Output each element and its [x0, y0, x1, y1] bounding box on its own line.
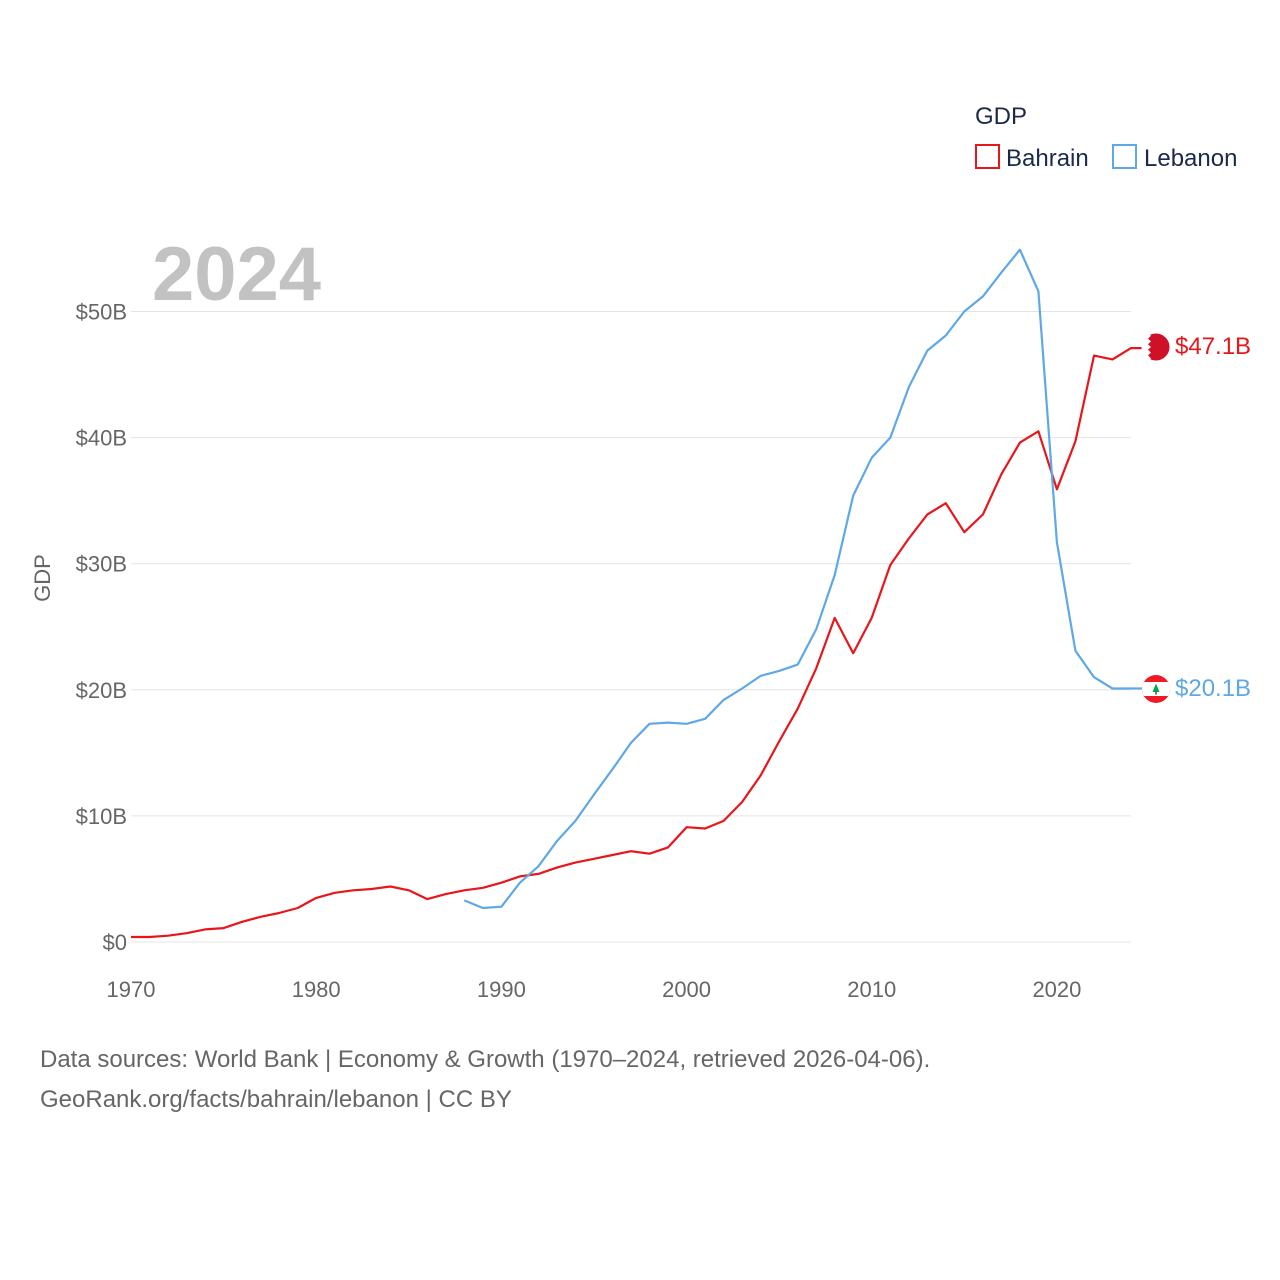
y-tick-label: $20B	[76, 678, 127, 703]
year-watermark: 2024	[152, 232, 321, 317]
grid-lines	[131, 311, 1131, 943]
lebanon-end-value: $20.1B	[1175, 675, 1251, 702]
x-axis-ticks: 1970 1980 1990 2000 2010 2020	[107, 977, 1082, 1002]
y-tick-label: $50B	[76, 300, 127, 325]
data-sources-text: Data sources: World Bank | Economy & Gro…	[40, 1046, 931, 1073]
y-tick-label: $30B	[76, 552, 127, 577]
x-tick-label: 2020	[1032, 977, 1081, 1002]
x-tick-label: 1980	[292, 977, 341, 1002]
legend-swatch-bahrain[interactable]	[975, 144, 1000, 169]
series-line-bahrain[interactable]	[131, 347, 1142, 939]
x-tick-label: 2000	[662, 977, 711, 1002]
footer: Data sources: World Bank | Economy & Gro…	[40, 1040, 1240, 1120]
x-tick-label: 1970	[107, 977, 156, 1002]
series-lines	[131, 248, 1142, 939]
bahrain-flag-icon	[1141, 332, 1171, 362]
x-tick-label: 2010	[847, 977, 896, 1002]
legend-title: GDP	[975, 103, 1027, 130]
series-line-lebanon[interactable]	[463, 248, 1142, 910]
y-tick-label: $40B	[76, 426, 127, 451]
legend-label-bahrain[interactable]: Bahrain	[1006, 145, 1089, 172]
y-axis-ticks: $0 $10B $20B $30B $40B $50B	[76, 300, 127, 956]
y-axis-title: GDP	[30, 554, 55, 602]
legend: GDP Bahrain Lebanon	[975, 103, 1237, 172]
y-tick-label: $0	[103, 930, 127, 955]
legend-label-lebanon[interactable]: Lebanon	[1144, 145, 1237, 172]
y-tick-label: $10B	[76, 804, 127, 829]
gdp-line-chart: $0 $10B $20B $30B $40B $50B 1970 1980 1990 2000 2…	[30, 103, 1251, 1002]
bahrain-end-value: $47.1B	[1175, 333, 1251, 360]
lebanon-flag-icon	[1142, 675, 1170, 703]
x-tick-label: 1990	[477, 977, 526, 1002]
legend-swatch-lebanon[interactable]	[1112, 144, 1137, 169]
attribution-link[interactable]: GeoRank.org/facts/bahrain/lebanon | CC B…	[40, 1086, 512, 1113]
